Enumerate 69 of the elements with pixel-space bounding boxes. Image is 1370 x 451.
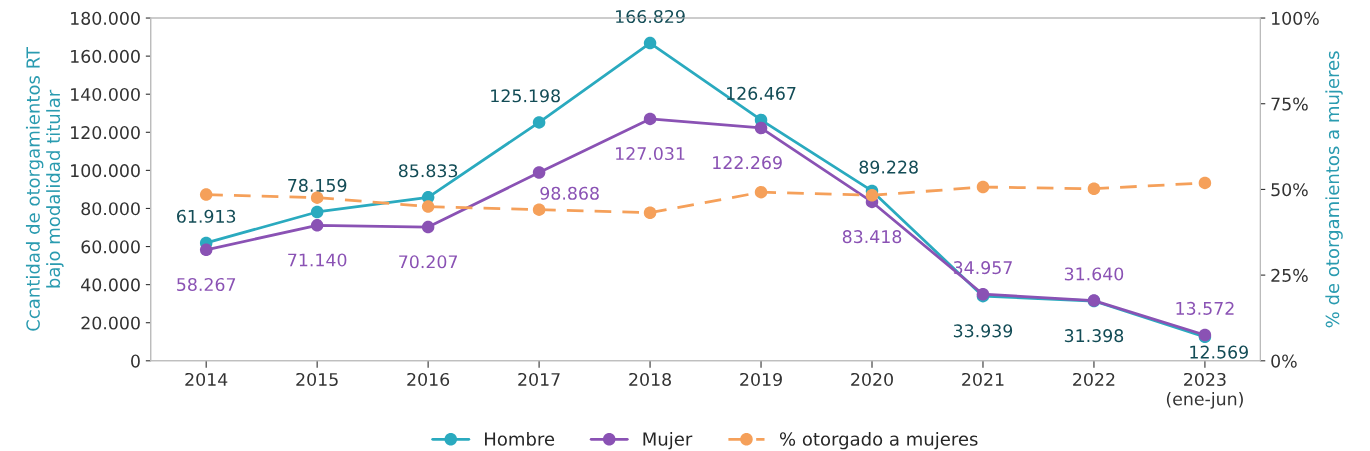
data-label: 71.140 bbox=[288, 253, 347, 267]
y2-tick-label: 100% bbox=[1272, 11, 1319, 25]
data-label: 89.228 bbox=[859, 160, 918, 174]
data-label: 34.957 bbox=[953, 261, 1012, 275]
y-tick-label: 160.000 bbox=[71, 49, 140, 63]
point bbox=[532, 203, 546, 216]
y-tick-label: 140.000 bbox=[71, 87, 140, 102]
data-label: 122.269 bbox=[713, 156, 782, 170]
point bbox=[532, 116, 546, 129]
data-label: 33.939 bbox=[953, 324, 1013, 338]
data-label: 13.572 bbox=[1176, 301, 1234, 315]
data-label: 78.159 bbox=[288, 178, 347, 192]
y-tick-label: 20.000 bbox=[81, 316, 140, 330]
point bbox=[865, 189, 879, 202]
x-tick-label: 2023 (ene-jun) bbox=[1166, 372, 1243, 409]
x-tick-label: 2014 bbox=[185, 372, 228, 387]
data-label: 61.913 bbox=[177, 209, 236, 223]
point bbox=[310, 219, 324, 232]
y2-tick-label: 50% bbox=[1271, 183, 1308, 197]
data-label: 126.467 bbox=[727, 86, 796, 100]
data-label: 127.031 bbox=[616, 146, 685, 161]
point bbox=[199, 243, 213, 257]
y-tick-label: 120.000 bbox=[71, 126, 140, 140]
data-label: 58.267 bbox=[177, 277, 236, 292]
data-label: 166.829 bbox=[616, 9, 685, 24]
y-tick-label: 80.000 bbox=[81, 202, 140, 216]
x-tick-label: 2021 bbox=[962, 372, 1004, 387]
point bbox=[1198, 176, 1212, 190]
y2-tick-label: 0% bbox=[1271, 354, 1297, 368]
data-label: 31.398 bbox=[1064, 329, 1124, 343]
point bbox=[754, 121, 768, 135]
x-tick-label: 2020 bbox=[851, 372, 893, 387]
data-label: 85.833 bbox=[398, 164, 458, 178]
y-tick-label: 180.000 bbox=[71, 11, 140, 25]
point bbox=[199, 188, 213, 201]
point bbox=[976, 180, 990, 194]
legend-label: % otorgado a mujeres bbox=[779, 431, 978, 450]
point bbox=[310, 205, 324, 219]
y2-tick-label: 75% bbox=[1271, 97, 1308, 111]
point bbox=[643, 36, 657, 50]
data-label: 98.868 bbox=[540, 186, 599, 200]
data-label: 31.640 bbox=[1064, 267, 1124, 281]
y-tick-label: 40.000 bbox=[81, 278, 140, 292]
point bbox=[643, 206, 657, 219]
x-tick-label: 2018 bbox=[629, 372, 671, 387]
x-tick-label: 2015 bbox=[296, 372, 338, 387]
point bbox=[1087, 182, 1101, 195]
point bbox=[754, 185, 768, 199]
y2-axis-title: % de otorgamientos a mujeres bbox=[1325, 51, 1343, 328]
point bbox=[310, 191, 324, 204]
y2-tick-label: 25% bbox=[1271, 268, 1308, 282]
y-tick-label: 60.000 bbox=[81, 240, 140, 254]
data-label: 70.207 bbox=[399, 255, 458, 269]
y-axis-title: Ccantidad de otorgamientos RT bajo modalidad titular bbox=[25, 47, 64, 331]
data-label: 125.198 bbox=[491, 89, 560, 103]
data-label: 12.569 bbox=[1190, 345, 1248, 359]
x-tick-label: 2022 bbox=[1073, 372, 1115, 387]
x-tick-label: 2019 bbox=[740, 372, 782, 387]
x-tick-label: 2016 bbox=[407, 372, 450, 387]
point bbox=[643, 112, 657, 126]
point bbox=[421, 200, 435, 213]
data-label: 83.418 bbox=[842, 230, 902, 244]
y-tick-label: 0 bbox=[131, 354, 140, 368]
point bbox=[421, 220, 435, 234]
legend-label: Hombre bbox=[485, 431, 555, 446]
legend-label: Mujer bbox=[643, 431, 693, 450]
x-tick-label: 2017 bbox=[518, 372, 560, 387]
y-tick-label: 100.000 bbox=[71, 164, 140, 178]
point bbox=[532, 166, 546, 179]
